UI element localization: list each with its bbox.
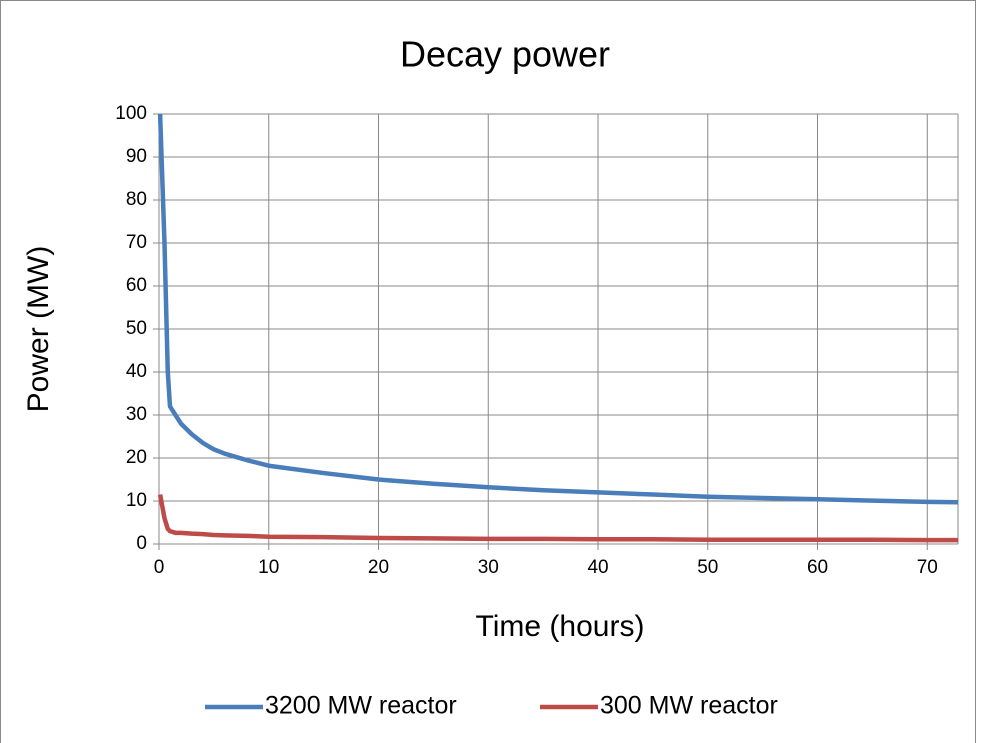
x-tick-label: 50: [697, 557, 718, 578]
chart-title: Decay power: [400, 34, 610, 75]
x-axis-title: Time (hours): [476, 610, 645, 643]
y-tick-label: 10: [126, 490, 147, 511]
x-tick-label: 60: [807, 557, 828, 578]
x-tick-label: 70: [917, 557, 938, 578]
y-axis-title: Power (MW): [22, 246, 55, 413]
x-tick-label: 0: [154, 557, 165, 578]
y-tick-label: 60: [126, 275, 147, 296]
legend-label: 300 MW reactor: [600, 692, 778, 720]
y-tick-label: 0: [136, 533, 147, 554]
y-tick-label: 70: [126, 232, 147, 253]
y-tick-label: 90: [126, 146, 147, 167]
y-tick-label: 80: [126, 189, 147, 210]
y-tick-label: 50: [126, 318, 147, 339]
y-tick-label: 20: [126, 447, 147, 468]
x-tick-label: 30: [478, 557, 499, 578]
x-tick-label: 40: [587, 557, 608, 578]
y-tick-label: 100: [115, 103, 147, 124]
legend-label: 3200 MW reactor: [265, 692, 457, 720]
y-tick-label: 30: [126, 404, 147, 425]
series-line: [157, 113, 959, 505]
x-tick-label: 10: [258, 557, 279, 578]
series-line: [157, 494, 958, 543]
y-tick-label: 40: [126, 361, 147, 382]
x-tick-label: 20: [368, 557, 389, 578]
